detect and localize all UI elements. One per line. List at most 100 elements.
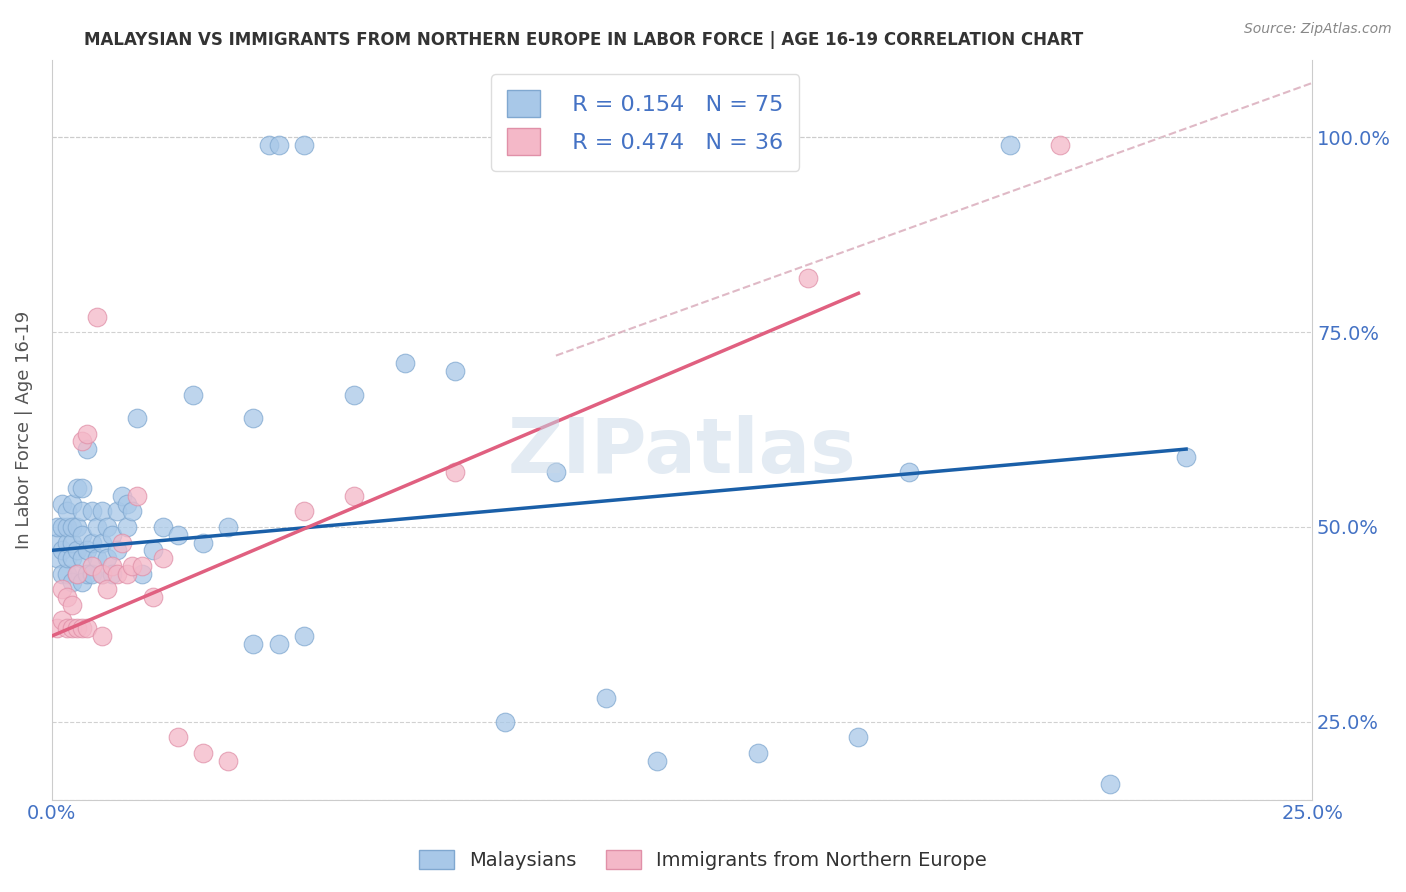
- Point: [101, 566, 124, 581]
- Point: [70, 551, 93, 566]
- Point: [86, 310, 108, 324]
- Point: [60, 497, 83, 511]
- Point: [80, 558, 103, 573]
- Point: [131, 566, 153, 581]
- Point: [66, 621, 89, 635]
- Point: [257, 138, 280, 153]
- Point: [66, 566, 89, 581]
- Point: [121, 558, 143, 573]
- Point: [444, 364, 467, 378]
- Point: [142, 590, 165, 604]
- Point: [91, 504, 114, 518]
- Text: Source: ZipAtlas.com: Source: ZipAtlas.com: [1244, 22, 1392, 37]
- Point: [117, 566, 139, 581]
- Point: [45, 551, 67, 566]
- Point: [242, 637, 264, 651]
- Point: [76, 566, 98, 581]
- Point: [91, 535, 114, 549]
- Point: [848, 731, 870, 745]
- Point: [131, 558, 153, 573]
- Point: [117, 497, 139, 511]
- Point: [60, 621, 83, 635]
- Point: [191, 535, 214, 549]
- Point: [91, 629, 114, 643]
- Point: [56, 621, 79, 635]
- Point: [191, 746, 214, 760]
- Point: [292, 629, 315, 643]
- Point: [101, 558, 124, 573]
- Point: [60, 574, 83, 589]
- Point: [45, 520, 67, 534]
- Point: [66, 566, 89, 581]
- Point: [595, 691, 617, 706]
- Point: [111, 489, 134, 503]
- Point: [60, 598, 83, 612]
- Point: [76, 621, 98, 635]
- Point: [544, 466, 567, 480]
- Point: [242, 411, 264, 425]
- Text: ZIPatlas: ZIPatlas: [508, 415, 856, 489]
- Point: [70, 481, 93, 495]
- Point: [56, 551, 79, 566]
- Point: [105, 504, 128, 518]
- Point: [51, 543, 73, 558]
- Point: [66, 520, 89, 534]
- Point: [91, 566, 114, 581]
- Point: [394, 356, 416, 370]
- Point: [76, 543, 98, 558]
- Point: [1175, 450, 1198, 464]
- Point: [86, 551, 108, 566]
- Point: [267, 138, 290, 153]
- Point: [51, 614, 73, 628]
- Point: [56, 520, 79, 534]
- Point: [1049, 138, 1071, 153]
- Point: [166, 528, 188, 542]
- Point: [747, 746, 769, 760]
- Point: [152, 520, 174, 534]
- Point: [80, 566, 103, 581]
- Point: [86, 520, 108, 534]
- Point: [56, 590, 79, 604]
- Point: [117, 520, 139, 534]
- Point: [267, 637, 290, 651]
- Point: [897, 466, 920, 480]
- Point: [127, 411, 149, 425]
- Y-axis label: In Labor Force | Age 16-19: In Labor Force | Age 16-19: [15, 310, 32, 549]
- Point: [60, 551, 83, 566]
- Point: [152, 551, 174, 566]
- Point: [217, 520, 239, 534]
- Point: [105, 543, 128, 558]
- Legend: Malaysians, Immigrants from Northern Europe: Malaysians, Immigrants from Northern Eur…: [411, 842, 995, 878]
- Point: [80, 535, 103, 549]
- Point: [292, 138, 315, 153]
- Point: [51, 520, 73, 534]
- Point: [45, 621, 67, 635]
- Point: [80, 504, 103, 518]
- Point: [70, 621, 93, 635]
- Point: [51, 566, 73, 581]
- Point: [56, 566, 79, 581]
- Point: [343, 387, 366, 401]
- Point: [181, 387, 204, 401]
- Point: [96, 582, 118, 597]
- Point: [51, 497, 73, 511]
- Point: [76, 426, 98, 441]
- Point: [127, 489, 149, 503]
- Point: [111, 535, 134, 549]
- Point: [45, 535, 67, 549]
- Point: [142, 543, 165, 558]
- Point: [444, 466, 467, 480]
- Point: [101, 528, 124, 542]
- Point: [495, 714, 517, 729]
- Point: [1099, 777, 1122, 791]
- Point: [56, 504, 79, 518]
- Point: [998, 138, 1021, 153]
- Point: [544, 138, 567, 153]
- Point: [70, 434, 93, 449]
- Text: MALAYSIAN VS IMMIGRANTS FROM NORTHERN EUROPE IN LABOR FORCE | AGE 16-19 CORRELAT: MALAYSIAN VS IMMIGRANTS FROM NORTHERN EU…: [84, 31, 1084, 49]
- Point: [292, 504, 315, 518]
- Point: [217, 754, 239, 768]
- Point: [105, 566, 128, 581]
- Point: [797, 270, 820, 285]
- Point: [91, 566, 114, 581]
